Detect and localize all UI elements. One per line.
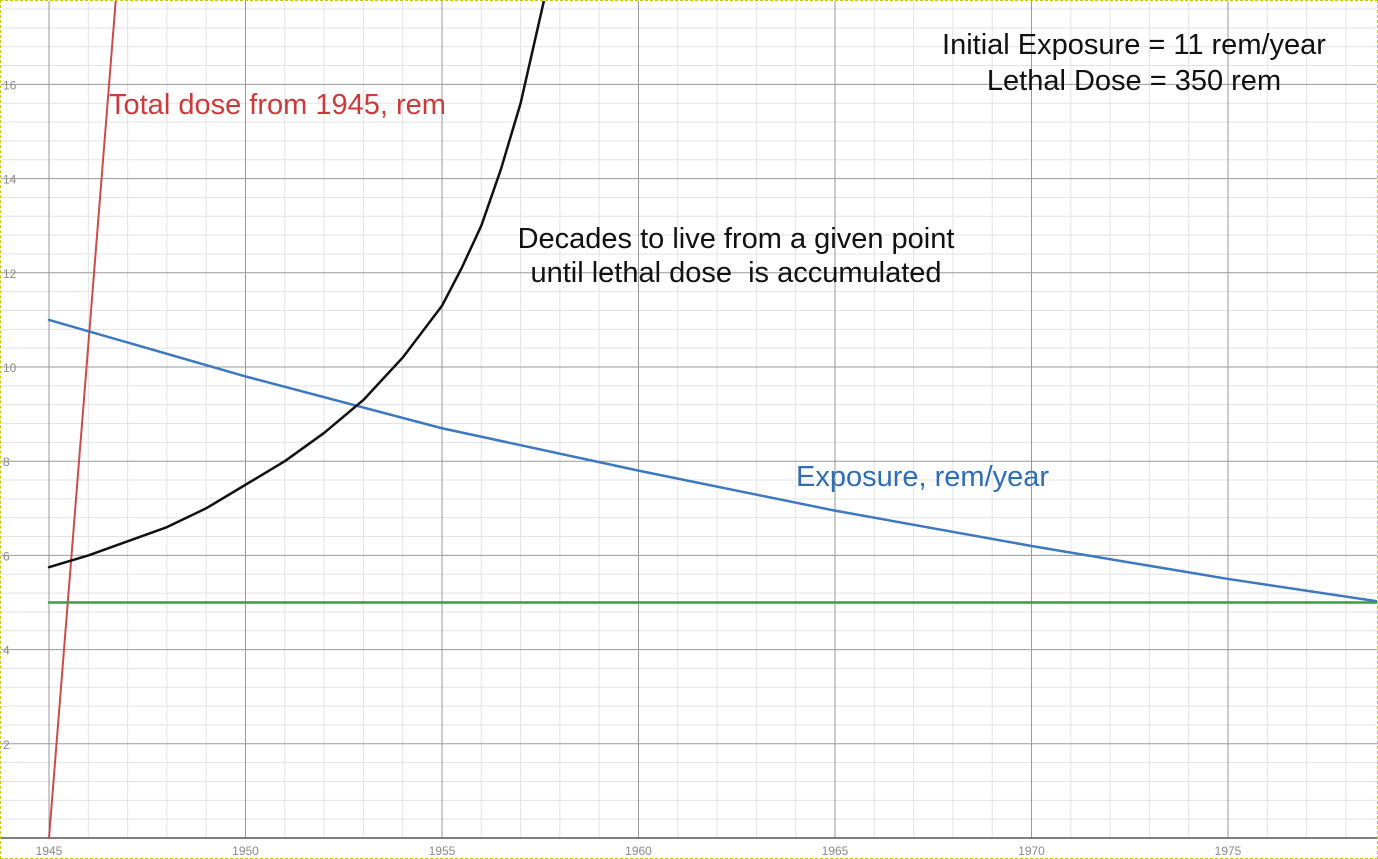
y-tick-label: 14 — [3, 173, 17, 187]
x-tick-label: 1950 — [232, 844, 259, 858]
y-tick-label: 2 — [3, 738, 10, 752]
x-tick-label: 1970 — [1018, 844, 1045, 858]
y-tick-label: 16 — [3, 78, 17, 92]
major-grid — [1, 1, 1377, 838]
label-decades-line2: until lethal dose is accumulated — [530, 257, 941, 289]
label-total-dose: Total dose from 1945, rem — [109, 89, 446, 121]
annotation-initial-exposure: Initial Exposure = 11 rem/year — [942, 29, 1326, 61]
annotation-lethal-dose: Lethal Dose = 350 rem — [987, 65, 1281, 97]
x-tick-label: 1955 — [429, 844, 456, 858]
y-tick-label: 6 — [3, 549, 10, 563]
x-tick-label: 1965 — [822, 844, 849, 858]
total-dose-line — [48, 1, 117, 839]
minor-grid — [1, 1, 1377, 838]
x-tick-label: 1960 — [625, 844, 652, 858]
decades-to-live-curve — [47, 1, 546, 569]
x-tick-label: 1945 — [36, 844, 63, 858]
exposure-line — [47, 318, 1377, 603]
label-decades-line1: Decades to live from a given point — [518, 223, 955, 255]
series-layer — [47, 1, 1377, 839]
tick-labels: 1945 1950 1955 1960 1965 1970 1975 2 4 6 8 10 12 14 16 — [3, 78, 1242, 858]
y-tick-label: 4 — [3, 644, 10, 658]
x-tick-label: 1975 — [1215, 844, 1242, 858]
label-exposure: Exposure, rem/year — [796, 461, 1049, 493]
y-tick-label: 10 — [3, 361, 17, 375]
y-tick-label: 12 — [3, 267, 17, 281]
y-tick-label: 8 — [3, 455, 10, 469]
